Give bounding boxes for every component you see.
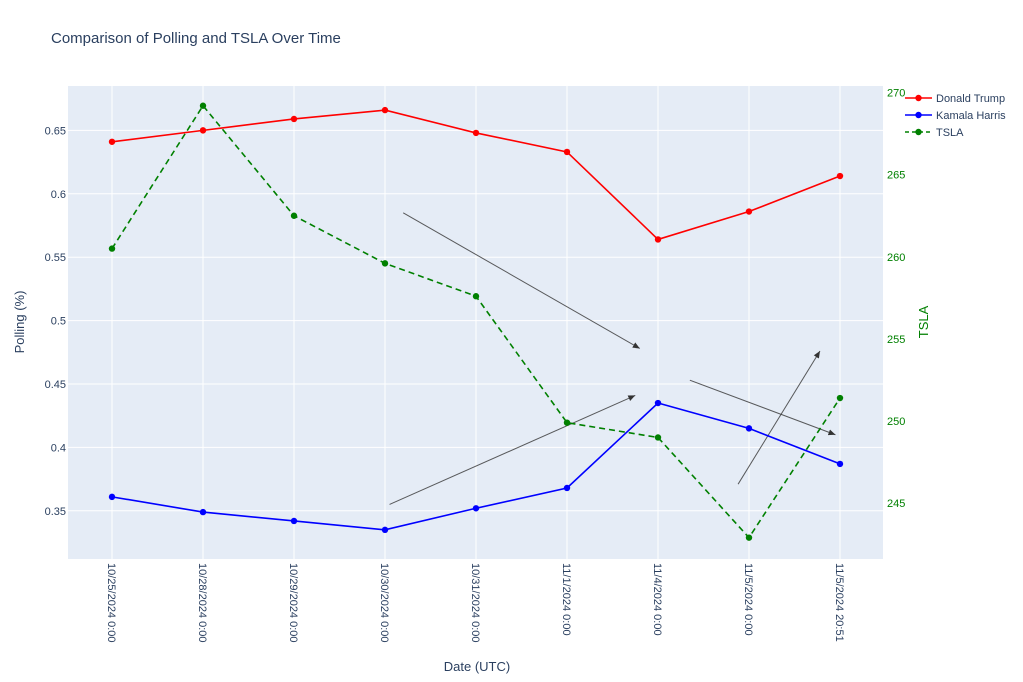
legend-swatch-marker xyxy=(915,111,922,119)
data-point-donald-trump[interactable] xyxy=(472,129,480,137)
x-axis-ticks: 10/25/2024 0:00 10/28/2024 0:00 10/29/2024… xyxy=(105,563,845,643)
data-point-donald-trump[interactable] xyxy=(290,115,298,123)
data-point-donald-trump[interactable] xyxy=(654,236,662,243)
data-point-kamala-harris[interactable] xyxy=(108,493,116,501)
y2-tick-label: 260 xyxy=(887,252,905,264)
y-axis-title: Polling (%) xyxy=(12,291,27,354)
data-point-tsla[interactable] xyxy=(745,534,753,541)
y-tick-label: 0.65 xyxy=(45,125,66,137)
y2-axis-ticks: 245 250 255 260 265 270 xyxy=(887,88,905,511)
data-point-kamala-harris[interactable] xyxy=(472,505,480,512)
data-point-donald-trump[interactable] xyxy=(836,172,844,180)
data-point-tsla[interactable] xyxy=(472,293,480,300)
y-tick-label: 0.55 xyxy=(45,252,66,264)
y-tick-label: 0.4 xyxy=(51,442,66,454)
data-point-kamala-harris[interactable] xyxy=(563,484,571,492)
x-tick-label: 10/28/2024 0:00 xyxy=(196,563,208,643)
data-point-donald-trump[interactable] xyxy=(745,208,753,215)
annotation-arrow-3 xyxy=(689,379,836,436)
x-tick-label: 10/30/2024 0:00 xyxy=(378,563,390,643)
y2-tick-label: 245 xyxy=(887,498,905,510)
grid-lines xyxy=(68,86,883,559)
y2-tick-label: 265 xyxy=(887,170,905,182)
data-point-donald-trump[interactable] xyxy=(199,127,207,134)
legend-swatch-marker xyxy=(915,94,922,102)
data-point-kamala-harris[interactable] xyxy=(745,425,753,432)
y2-tick-label: 270 xyxy=(887,88,905,100)
data-point-kamala-harris[interactable] xyxy=(199,508,207,516)
y-tick-label: 0.5 xyxy=(51,316,66,328)
x-axis-title: Date (UTC) xyxy=(444,659,510,674)
legend-item-tsla[interactable]: TSLA xyxy=(905,127,964,139)
data-point-donald-trump[interactable] xyxy=(563,148,571,156)
legend-item-kamala-harris[interactable]: Kamala Harris xyxy=(905,110,1006,122)
annotation-arrow-2 xyxy=(389,394,636,505)
legend-label: TSLA xyxy=(936,127,964,139)
x-tick-label: 11/5/2024 20:51 xyxy=(833,563,845,642)
annotation-arrows xyxy=(389,212,836,505)
legend[interactable]: Donald Trump Kamala Harris TSLA xyxy=(905,93,1006,139)
x-tick-label: 10/25/2024 0:00 xyxy=(105,563,117,643)
data-point-tsla[interactable] xyxy=(654,434,662,441)
legend-label: Kamala Harris xyxy=(936,110,1006,122)
y-tick-label: 0.35 xyxy=(45,506,66,518)
data-point-donald-trump[interactable] xyxy=(381,106,389,114)
data-point-tsla[interactable] xyxy=(381,260,389,267)
legend-swatch-marker xyxy=(915,128,922,136)
y2-tick-label: 250 xyxy=(887,416,905,428)
x-tick-label: 11/1/2024 0:00 xyxy=(560,563,572,636)
data-point-tsla[interactable] xyxy=(199,102,207,109)
data-point-kamala-harris[interactable] xyxy=(836,460,844,468)
x-tick-label: 11/5/2024 0:00 xyxy=(742,563,754,636)
legend-item-donald-trump[interactable]: Donald Trump xyxy=(905,93,1005,105)
data-point-tsla[interactable] xyxy=(290,212,298,219)
y2-tick-label: 255 xyxy=(887,334,905,346)
data-point-tsla[interactable] xyxy=(563,419,571,426)
data-point-kamala-harris[interactable] xyxy=(290,517,298,525)
y2-axis-title: TSLA xyxy=(916,305,931,338)
y-axis-ticks: 0.35 0.4 0.45 0.5 0.55 0.6 0.65 xyxy=(45,125,66,517)
x-tick-label: 10/29/2024 0:00 xyxy=(287,563,299,643)
annotation-arrow-1 xyxy=(402,212,641,349)
legend-label: Donald Trump xyxy=(936,93,1005,105)
y-tick-label: 0.6 xyxy=(51,189,66,201)
series-lines xyxy=(108,102,844,541)
x-tick-label: 10/31/2024 0:00 xyxy=(469,563,481,643)
data-point-kamala-harris[interactable] xyxy=(654,399,662,407)
data-point-tsla[interactable] xyxy=(836,394,844,402)
annotation-arrow-4 xyxy=(737,350,821,485)
data-point-tsla[interactable] xyxy=(108,245,116,252)
x-tick-label: 11/4/2024 0:00 xyxy=(651,563,663,636)
data-point-donald-trump[interactable] xyxy=(108,138,116,145)
data-point-kamala-harris[interactable] xyxy=(381,526,389,534)
y-tick-label: 0.45 xyxy=(45,379,66,391)
chart-title: Comparison of Polling and TSLA Over Time xyxy=(51,30,341,47)
